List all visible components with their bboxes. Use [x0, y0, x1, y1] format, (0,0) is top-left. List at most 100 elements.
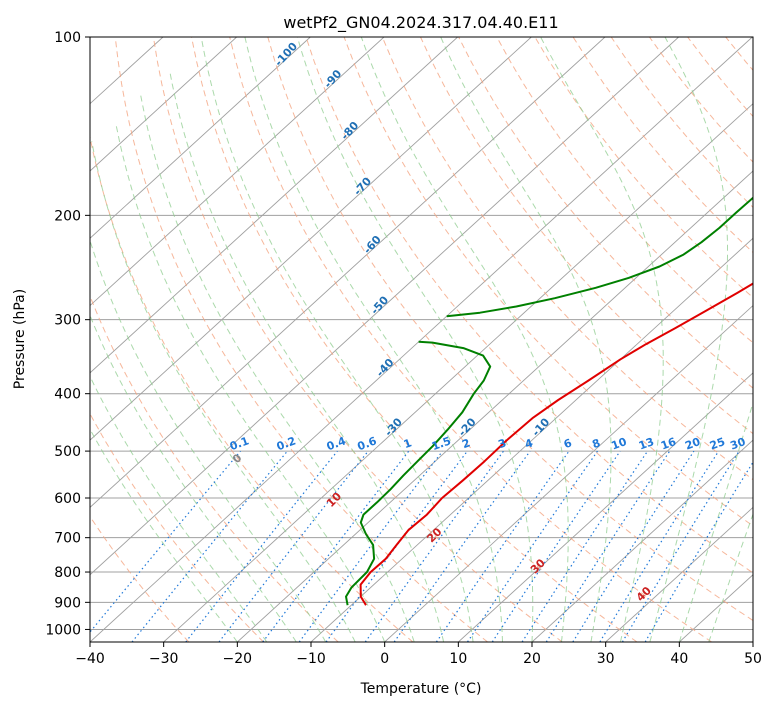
- mixing-ratio-label: 0.1: [228, 434, 251, 453]
- dry-adiabat-line: [90, 412, 264, 642]
- isotherm-line: [163, 103, 753, 642]
- mixing-ratio-label: 8: [591, 436, 603, 451]
- isotherm-line: [384, 304, 753, 642]
- dry-adiabat-line: [305, 37, 753, 574]
- moist-adiabat-line: [296, 37, 534, 642]
- y-tick-label: 700: [54, 531, 81, 547]
- x-tick-label: 0: [380, 651, 389, 667]
- dry-adiabat-line: [420, 37, 753, 435]
- y-tick-label: 200: [54, 208, 81, 224]
- isotherm-line: [458, 372, 753, 642]
- x-tick-label: −10: [296, 651, 326, 667]
- x-tick-label: −20: [223, 651, 253, 667]
- isotherm-line: [310, 237, 753, 642]
- isotherm-line: [752, 641, 753, 642]
- dry-adiabat-line: [764, 37, 775, 642]
- y-tick-label: 900: [54, 595, 81, 611]
- isotherm-label: -90: [321, 67, 344, 91]
- y-tick-label: 100: [54, 30, 81, 46]
- isotherm-line: [90, 37, 753, 642]
- mixing-ratio-line: [599, 450, 720, 642]
- mixing-ratio-line: [572, 450, 695, 642]
- moist-adiabat-line: [360, 37, 569, 642]
- dry-adiabat-line: [343, 37, 753, 527]
- dry-adiabat-line: [381, 37, 753, 481]
- moist-adiabat-line: [169, 72, 445, 642]
- dry-adiabat-line: [90, 134, 414, 642]
- isotherm-line: [90, 37, 606, 509]
- dry-adiabat-line: [90, 515, 190, 642]
- mixing-ratio-line: [466, 450, 598, 642]
- dry-adiabat-line: [191, 37, 638, 642]
- dry-adiabat-line: [152, 37, 563, 642]
- mixing-ratio-line: [545, 450, 671, 642]
- isotherm-label: -100: [272, 40, 300, 69]
- isotherm-label: -20: [456, 415, 479, 439]
- x-tick-label: 10: [449, 651, 467, 667]
- mixing-ratio-line: [521, 450, 649, 642]
- mixing-ratio-label: 0.4: [325, 434, 348, 453]
- adiabat-label: 20: [424, 525, 444, 545]
- y-tick-label: 600: [54, 491, 81, 507]
- x-tick-label: 40: [670, 651, 688, 667]
- moist-adiabat-line: [90, 239, 327, 642]
- moist-adiabat-line: [649, 37, 728, 642]
- dry-adiabat-line: [114, 37, 488, 642]
- mixing-ratio-label: 2: [460, 436, 472, 451]
- isotherm-line: [237, 170, 753, 642]
- x-tick-label: 20: [523, 651, 541, 667]
- mixing-ratio-label: 0.6: [356, 434, 379, 453]
- isotherm-label: -60: [361, 233, 384, 257]
- dry-adiabat-line: [458, 37, 753, 389]
- mixing-ratio-label: 0.2: [275, 434, 298, 453]
- moist-adiabat-line: [440, 37, 612, 642]
- y-tick-label: 500: [54, 444, 81, 460]
- moist-adiabat-line: [90, 428, 238, 642]
- mixing-ratio-line: [218, 450, 369, 642]
- isotherm-line: [90, 37, 385, 307]
- y-axis-title: Pressure (hPa): [12, 289, 28, 389]
- moist-adiabat-line: [244, 37, 503, 642]
- moist-adiabat-line: [140, 94, 415, 642]
- moist-adiabat-line: [90, 314, 297, 642]
- moist-adiabat-line: [91, 141, 356, 642]
- dry-adiabat-line: [496, 37, 753, 344]
- isotherm-label: -30: [382, 415, 405, 439]
- isotherm-line: [90, 37, 679, 576]
- y-tick-label: 400: [54, 387, 81, 403]
- mixing-ratio-label: 4: [523, 436, 535, 451]
- mixing-ratio-line: [491, 450, 621, 642]
- mixing-ratio-label: 1.5: [430, 434, 453, 453]
- isotherm-line: [531, 439, 753, 642]
- mixing-ratio-label: 30: [729, 435, 748, 453]
- isotherm-label: -40: [374, 356, 397, 380]
- mixing-ratio-line: [131, 450, 288, 642]
- mixing-ratio-label: 16: [659, 435, 678, 453]
- adiabat-label: 0: [230, 451, 245, 466]
- mixing-ratio-label: 3: [497, 436, 509, 451]
- moist-adiabat-line: [678, 400, 753, 642]
- dry-adiabat-line: [725, 37, 753, 71]
- mixing-ratio-label: 20: [683, 435, 702, 453]
- mixing-ratio-label: 1: [402, 436, 414, 451]
- y-tick-label: 1000: [45, 622, 81, 638]
- dry-adiabat-line: [90, 294, 339, 642]
- isotherm-label: -80: [338, 119, 361, 143]
- dewpoint-profile: [345, 340, 492, 606]
- dry-adiabat-line: [610, 37, 753, 208]
- moist-adiabat-line: [200, 37, 474, 642]
- x-axis-title: Temperature (°C): [360, 681, 482, 697]
- isotherm-line: [90, 37, 532, 441]
- x-tick-label: −30: [149, 651, 179, 667]
- x-tick-label: 50: [744, 651, 762, 667]
- mixing-ratio-label: 6: [562, 436, 574, 451]
- x-tick-label: 30: [597, 651, 615, 667]
- isotherm-label: -50: [368, 293, 391, 317]
- isotherm-line: [90, 37, 237, 172]
- isotherm-line: [90, 37, 311, 239]
- y-tick-label: 800: [54, 565, 81, 581]
- dry-adiabat-line: [648, 37, 753, 163]
- dry-adiabat-line: [229, 37, 712, 642]
- plot-frame: [89, 36, 754, 643]
